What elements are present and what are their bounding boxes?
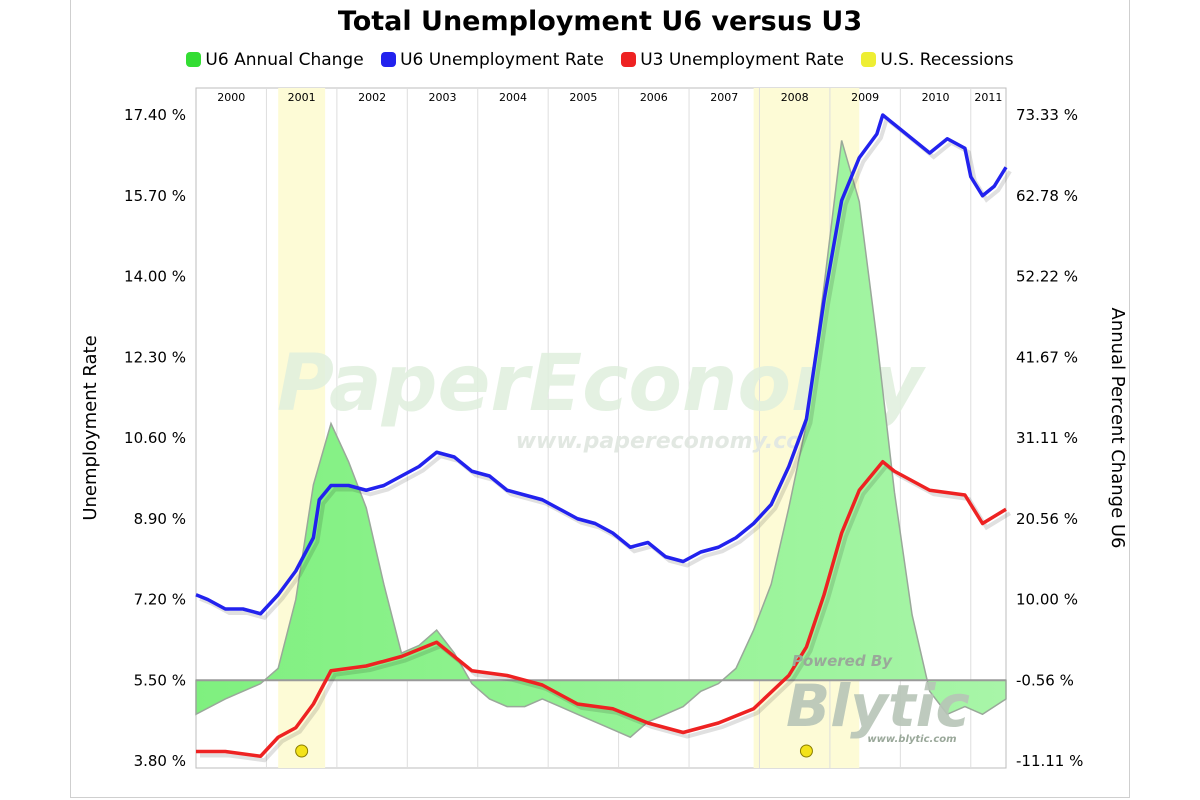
watermark-url: www.papereconomy.com bbox=[516, 429, 825, 454]
year-label: 2001 bbox=[288, 91, 316, 104]
rate-lines bbox=[195, 113, 1012, 763]
legend-label: U6 Unemployment Rate bbox=[400, 50, 604, 70]
legend-label: U.S. Recessions bbox=[880, 50, 1014, 70]
y2-axis-label: Annual Percent Change U6 bbox=[1107, 307, 1128, 548]
left-tick-label: 7.20 % bbox=[134, 591, 186, 609]
year-label: 2006 bbox=[640, 91, 668, 104]
chart-title: Total Unemployment U6 versus U3 bbox=[337, 6, 863, 37]
recession-marker bbox=[799, 744, 813, 758]
right-tick-label: 20.56 % bbox=[1016, 510, 1078, 528]
legend-item[interactable]: U6 Unemployment Rate bbox=[381, 50, 604, 70]
legend-swatch bbox=[186, 52, 202, 67]
legend: U6 Annual Change U6 Unemployment Rate U3… bbox=[0, 50, 1200, 70]
right-tick-label: -11.11 % bbox=[1016, 752, 1083, 770]
recession-marker bbox=[295, 744, 309, 758]
right-tick-label: 73.33 % bbox=[1016, 106, 1078, 124]
u6-annual-change-area-shape bbox=[195, 140, 1007, 739]
y-axis-label: Unemployment Rate bbox=[80, 335, 101, 520]
right-tick-label: 10.00 % bbox=[1016, 591, 1078, 609]
legend-swatch bbox=[621, 52, 637, 67]
year-label: 2008 bbox=[781, 91, 809, 104]
legend-label: U3 Unemployment Rate bbox=[640, 50, 844, 70]
year-label: 2010 bbox=[922, 91, 950, 104]
blytic-url: www.blytic.com bbox=[867, 734, 956, 745]
u6-annual-change-area bbox=[195, 140, 1007, 739]
year-label: 2007 bbox=[710, 91, 738, 104]
left-tick-label: 14.00 % bbox=[124, 268, 186, 286]
year-label: 2011 bbox=[974, 91, 1002, 104]
right-tick-label: 62.78 % bbox=[1016, 187, 1078, 205]
left-tick-label: 5.50 % bbox=[134, 671, 186, 689]
year-label: 2000 bbox=[217, 91, 245, 104]
right-tick-label: 41.67 % bbox=[1016, 348, 1078, 366]
left-tick-label: 10.60 % bbox=[124, 429, 186, 447]
year-labels: 2000 2001 2002 2003 2004 2005 2006 2007 2008 2009… bbox=[217, 91, 1002, 104]
right-tick-label: 31.11 % bbox=[1016, 429, 1078, 447]
legend-item[interactable]: U3 Unemployment Rate bbox=[621, 50, 844, 70]
legend-swatch bbox=[861, 52, 877, 67]
left-tick-label: 17.40 % bbox=[124, 106, 186, 124]
right-axis-ticks: 73.33 % 62.78 % 52.22 % 41.67 % 31.11 % 20.56… bbox=[1016, 106, 1083, 770]
legend-item[interactable]: U.S. Recessions bbox=[861, 50, 1014, 70]
year-label: 2009 bbox=[851, 91, 879, 104]
legend-swatch bbox=[381, 52, 397, 67]
left-axis-ticks: 17.40 % 15.70 % 14.00 % 12.30 % 10.60 % 8.90 … bbox=[124, 106, 186, 770]
blytic-logo: Powered By Blytic www.blytic.com bbox=[786, 652, 970, 745]
blytic-powered-by: Powered By bbox=[792, 652, 893, 670]
legend-label: U6 Annual Change bbox=[205, 50, 364, 70]
year-label: 2005 bbox=[569, 91, 597, 104]
year-label: 2004 bbox=[499, 91, 527, 104]
blytic-wordmark: Blytic bbox=[786, 672, 970, 740]
right-tick-label: -0.56 % bbox=[1016, 671, 1074, 689]
left-tick-label: 8.90 % bbox=[134, 510, 186, 528]
year-label: 2003 bbox=[429, 91, 457, 104]
left-tick-label: 3.80 % bbox=[134, 752, 186, 770]
left-tick-label: 15.70 % bbox=[124, 187, 186, 205]
legend-item[interactable]: U6 Annual Change bbox=[186, 50, 364, 70]
u6-unemployment-rate-line bbox=[195, 113, 1008, 616]
u3-unemployment-rate-line bbox=[196, 460, 1007, 758]
left-tick-label: 12.30 % bbox=[124, 348, 186, 366]
right-tick-label: 52.22 % bbox=[1016, 268, 1078, 286]
year-label: 2002 bbox=[358, 91, 386, 104]
